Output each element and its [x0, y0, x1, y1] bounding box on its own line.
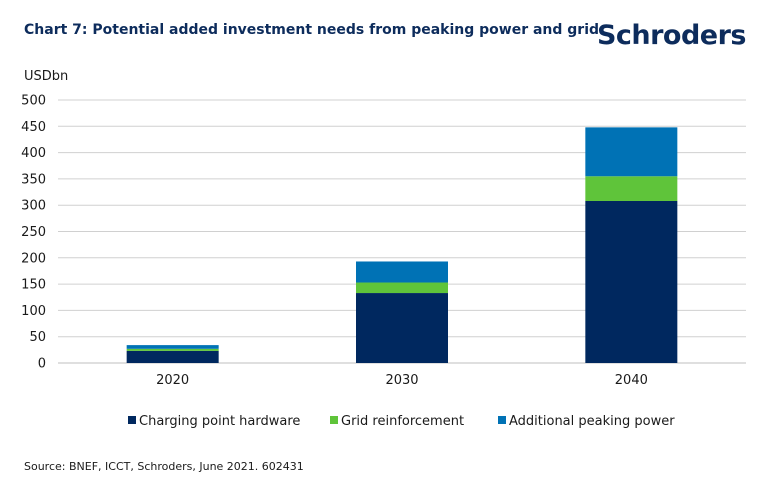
y-tick-label: 100	[21, 304, 46, 319]
x-tick-label: 2020	[156, 373, 189, 388]
y-axis-label: USDbn	[24, 69, 68, 84]
bars	[126, 127, 678, 363]
bar-segment	[356, 293, 448, 363]
x-tick-label: 2040	[615, 373, 648, 388]
y-tick-labels: 0 50 100 150 200 250 300 350 400 450 500	[21, 94, 46, 372]
chart-title: Chart 7: Potential added investment need…	[24, 22, 600, 38]
x-tick-labels: 2020 2030 2040	[156, 373, 648, 388]
legend-label: Grid reinforcement	[341, 414, 464, 429]
legend-swatch	[128, 416, 136, 424]
bar-segment	[356, 261, 448, 283]
source-note: Source: BNEF, ICCT, Schroders, June 2021…	[24, 460, 304, 473]
legend-label: Charging point hardware	[139, 414, 300, 429]
bar-segment	[126, 348, 219, 351]
legend-label: Additional peaking power	[509, 414, 675, 429]
bar-segment	[585, 127, 678, 177]
x-tick-label: 2030	[385, 373, 418, 388]
y-tick-label: 200	[21, 251, 46, 266]
bar-segment	[585, 176, 678, 201]
y-tick-label: 300	[21, 199, 46, 214]
bar-segment	[126, 345, 219, 349]
y-tick-label: 450	[21, 120, 46, 135]
bar-segment	[356, 282, 448, 294]
legend-swatch	[498, 416, 506, 424]
bar-segment	[585, 200, 678, 363]
y-tick-label: 250	[21, 225, 46, 240]
y-tick-label: 350	[21, 172, 46, 187]
y-tick-label: 50	[29, 330, 46, 345]
y-tick-label: 0	[38, 357, 46, 372]
brand-logo: Schroders	[596, 20, 747, 51]
legend-swatch	[330, 416, 338, 424]
y-tick-label: 500	[21, 94, 46, 109]
y-tick-label: 150	[21, 278, 46, 293]
legend: Charging point hardware Grid reinforcemen…	[128, 414, 675, 429]
bar-segment	[126, 350, 219, 363]
y-tick-label: 400	[21, 146, 46, 161]
